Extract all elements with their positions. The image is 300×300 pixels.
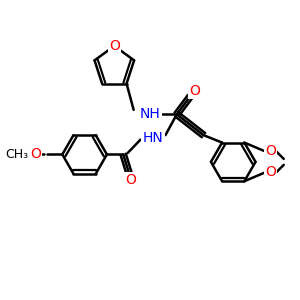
Text: CH₃: CH₃ [6,148,29,161]
Text: NH: NH [140,107,160,121]
Text: O: O [125,173,136,187]
Text: O: O [109,39,120,53]
Text: O: O [30,148,41,161]
Text: O: O [265,165,276,179]
Text: HN: HN [142,131,163,145]
Text: O: O [265,145,276,158]
Text: O: O [189,84,200,98]
